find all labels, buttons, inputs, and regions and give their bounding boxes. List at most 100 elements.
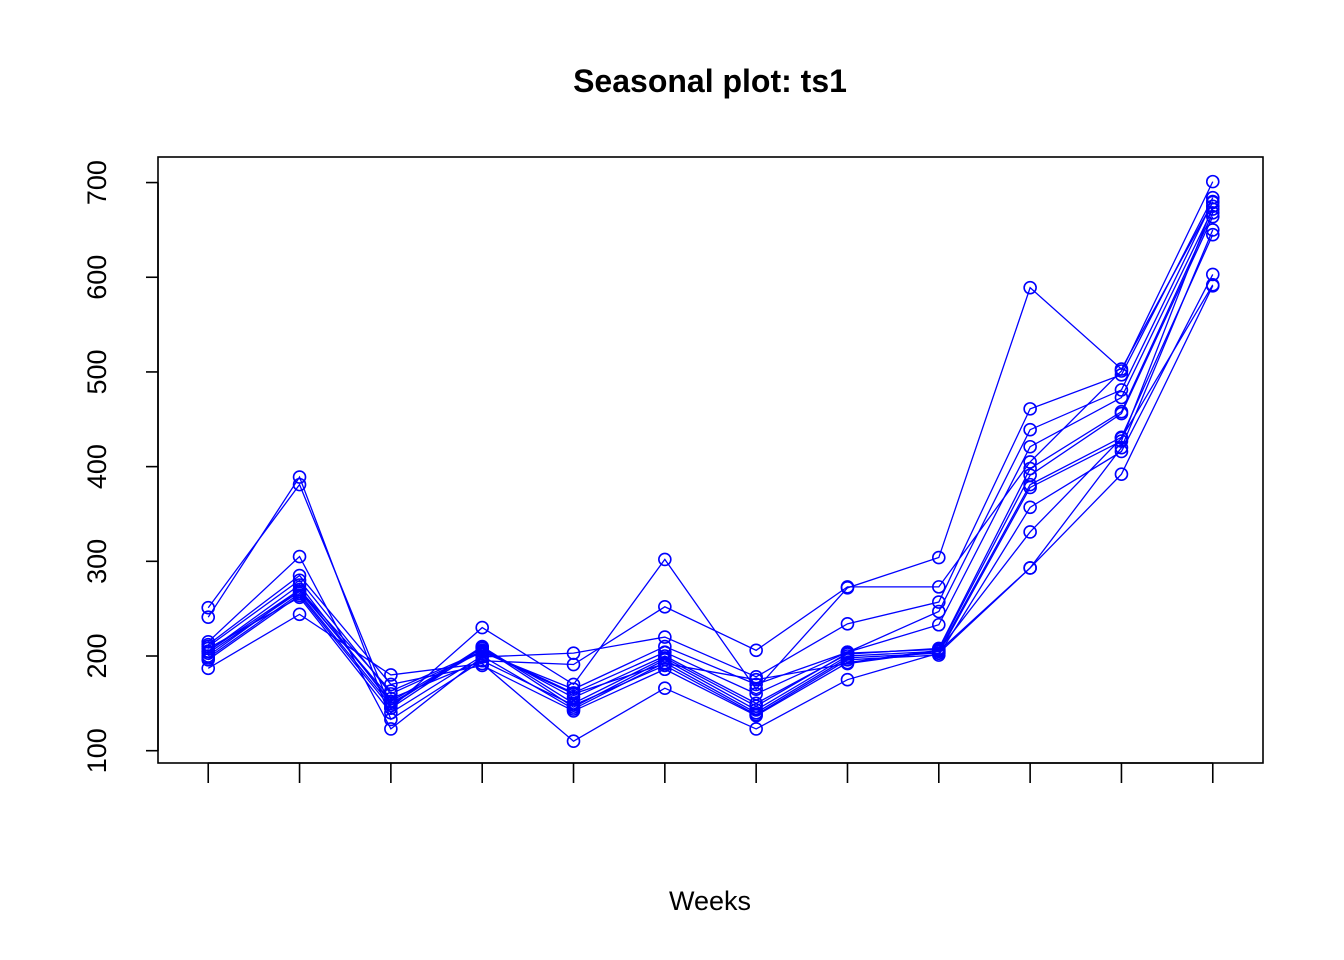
series-line xyxy=(207,197,1214,730)
data-point xyxy=(1114,383,1129,397)
x-axis xyxy=(207,762,1214,783)
data-point xyxy=(1023,280,1037,295)
data-point xyxy=(566,646,581,660)
data-point xyxy=(932,604,946,619)
data-point xyxy=(932,617,946,632)
x-axis-label: Weeks xyxy=(669,886,751,916)
data-point xyxy=(475,644,489,659)
series-line xyxy=(207,202,1214,710)
data-point xyxy=(658,552,672,567)
series-line xyxy=(207,274,1214,716)
data-point xyxy=(1023,500,1037,515)
data-point xyxy=(1114,431,1129,446)
series xyxy=(201,190,1220,736)
series-group xyxy=(201,174,1220,749)
data-point xyxy=(292,549,307,564)
data-point xyxy=(1205,209,1220,224)
data-point xyxy=(840,580,855,594)
data-point xyxy=(749,708,763,723)
data-point xyxy=(749,722,763,736)
data-point xyxy=(1205,278,1220,292)
y-tick-label: 300 xyxy=(82,539,112,584)
data-point xyxy=(932,580,946,594)
data-point xyxy=(384,691,398,706)
data-point xyxy=(1205,267,1220,282)
data-point xyxy=(384,668,398,682)
data-point xyxy=(475,640,489,655)
data-point xyxy=(384,701,398,715)
series-line xyxy=(207,285,1214,743)
data-point xyxy=(292,470,307,484)
series xyxy=(201,202,1220,711)
y-tick-label: 400 xyxy=(82,444,112,489)
series-line xyxy=(207,216,1214,707)
data-point xyxy=(1205,223,1220,237)
y-tick-label: 200 xyxy=(82,633,112,678)
data-point xyxy=(1023,561,1037,575)
y-tick-label: 500 xyxy=(82,349,112,394)
y-tick-label: 600 xyxy=(82,255,112,300)
data-point xyxy=(932,595,946,609)
y-axis: 100 200 300 400 500 600 700 xyxy=(82,160,159,773)
data-point xyxy=(566,704,581,718)
data-point xyxy=(749,677,763,692)
data-point xyxy=(566,677,581,692)
data-point xyxy=(1023,402,1037,416)
y-tick-label: 100 xyxy=(82,728,112,773)
series-line xyxy=(207,201,1214,695)
data-point xyxy=(201,610,216,624)
series-line xyxy=(207,212,1214,705)
data-point xyxy=(658,630,672,644)
data-point xyxy=(932,550,946,565)
data-point xyxy=(566,687,581,701)
data-point xyxy=(1205,174,1220,189)
data-point xyxy=(658,681,672,695)
data-point xyxy=(384,722,398,736)
series xyxy=(201,227,1220,717)
series xyxy=(201,209,1220,713)
data-point xyxy=(1023,439,1037,454)
data-point xyxy=(1114,406,1129,421)
chart-title: Seasonal plot: ts1 xyxy=(573,63,847,99)
data-point xyxy=(1023,525,1037,539)
data-point xyxy=(475,653,489,668)
data-point xyxy=(566,734,581,749)
data-point xyxy=(932,648,946,662)
data-point xyxy=(840,617,855,631)
data-point xyxy=(1114,440,1129,455)
series-line xyxy=(207,234,1214,711)
data-point xyxy=(1205,227,1220,242)
data-point xyxy=(932,644,946,659)
data-point xyxy=(384,706,398,720)
data-point xyxy=(292,607,307,622)
series-line xyxy=(207,229,1214,695)
data-point xyxy=(1114,364,1129,378)
data-point xyxy=(475,649,489,663)
data-point xyxy=(292,582,307,597)
data-point xyxy=(658,656,672,671)
data-point xyxy=(566,682,581,696)
data-point xyxy=(475,658,489,673)
data-point xyxy=(840,672,855,687)
data-point xyxy=(1114,444,1129,459)
series-line xyxy=(207,206,1214,714)
data-point xyxy=(201,644,216,659)
data-point xyxy=(1114,467,1129,482)
series-line xyxy=(207,181,1214,721)
data-point xyxy=(749,643,763,658)
series xyxy=(201,195,1220,715)
data-point xyxy=(1205,199,1220,214)
data-point xyxy=(658,599,672,614)
series xyxy=(201,278,1220,749)
series xyxy=(201,278,1220,723)
data-point xyxy=(384,684,398,698)
data-point xyxy=(840,656,855,671)
data-point xyxy=(1023,480,1037,495)
series xyxy=(201,206,1220,711)
y-tick-label: 700 xyxy=(82,160,112,205)
data-point xyxy=(749,672,763,687)
series xyxy=(201,223,1220,701)
data-point xyxy=(292,568,307,583)
data-point xyxy=(1114,367,1129,382)
